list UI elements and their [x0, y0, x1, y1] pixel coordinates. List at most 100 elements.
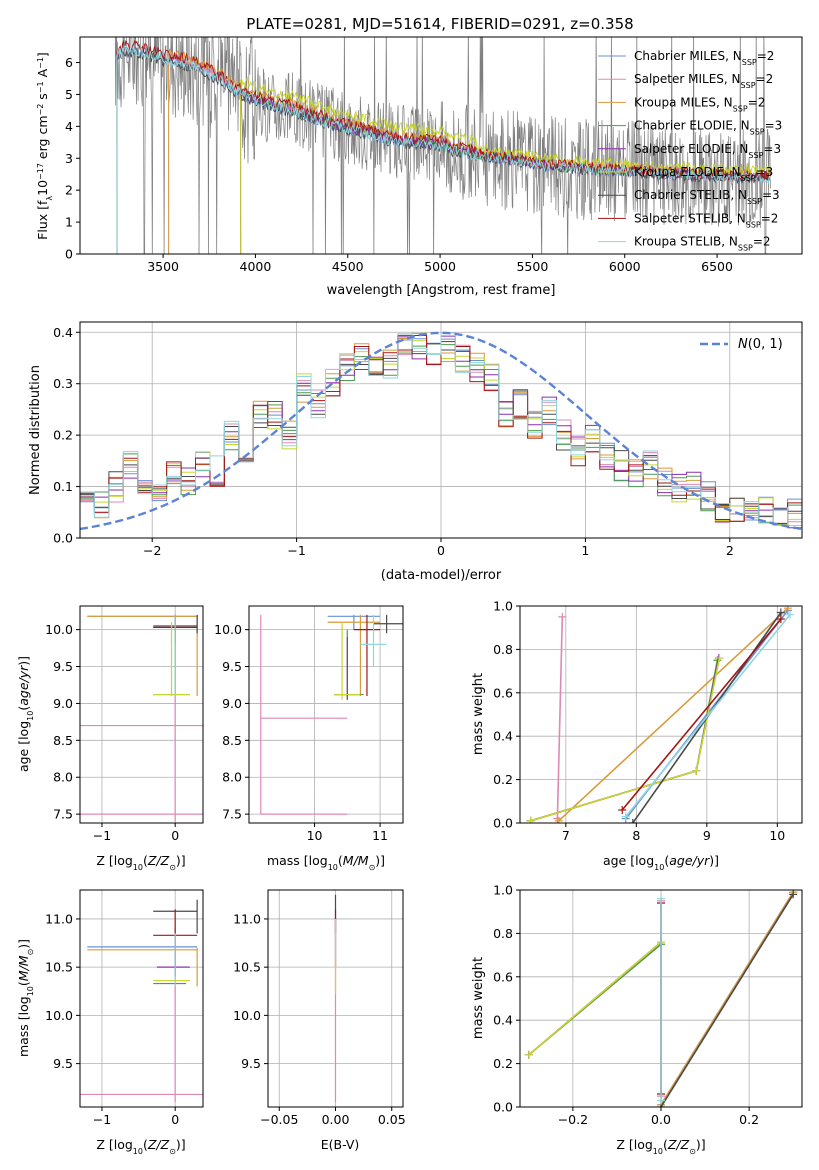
axes-frame [79, 889, 204, 1108]
plot-area [114, 37, 772, 254]
x-tick-label: 2 [726, 543, 734, 558]
gaussian-reference [80, 331, 802, 531]
label-part: ⊙ [169, 1147, 176, 1156]
residual-panel: −2 −1 0 1 2 0.0 0.1 0.2 0.3 0.4 (data-model)/error… [28, 321, 803, 583]
label-part: SSP [733, 104, 748, 113]
x-tick-label: 6500 [701, 259, 733, 274]
y-tick-label: 0.4 [53, 325, 73, 340]
label-part: M/M [16, 955, 31, 981]
mass-weight-age-ylabel: mass weight [471, 673, 486, 755]
label-part: )] [375, 853, 385, 868]
y-tick-label: 6 [65, 55, 73, 70]
mass-weight-marker-kroupa_miles [554, 816, 563, 823]
residual-histogram-kroupa_stelib [80, 332, 802, 538]
y-tick-label: 1 [65, 215, 73, 230]
mass-weight-marker-kroupa_miles [783, 606, 792, 613]
age-ylabel: age [log10(age/yr)] [16, 656, 35, 772]
axes-frame [519, 605, 803, 824]
age-metallicity-panel: −1 07.58.08.59.09.510.0Z [log10(Z/Z⊙)]age… [16, 605, 204, 872]
y-tick-label: 9.5 [241, 1056, 261, 1071]
label-part: Kroupa MILES, N [634, 95, 733, 109]
mass-weight-metallicity-ylabel: mass weight [471, 957, 486, 1039]
label-part: SSP [741, 81, 756, 90]
label-part: Kroupa ELODIE, N [634, 165, 741, 179]
mass-weight-line-kroupa_stelib [625, 614, 791, 818]
x-tick-label: −1 [93, 828, 111, 843]
label-part: 10 [133, 863, 143, 872]
label-part: 10 [654, 863, 664, 872]
plot-area [260, 614, 403, 815]
label-part: )] [176, 853, 186, 868]
label-part: s [35, 93, 50, 104]
mass-weight-line-chabrier_stelib [660, 893, 794, 1107]
label-part: Chabrier STELIB, N [634, 188, 747, 202]
x-tick-label: 8 [632, 828, 640, 843]
label-part: Z [log [616, 1137, 652, 1152]
label-part: )] [176, 1137, 186, 1152]
label-part: SSP [748, 150, 763, 159]
label-part: 10 [653, 1147, 663, 1156]
mass-weight-marker-kroupa_stelib [786, 610, 795, 619]
label-part: Z [log [96, 1137, 132, 1152]
y-tick-label: 3 [65, 151, 73, 166]
mass-weight-marker-kroupa_stelib [657, 1096, 665, 1105]
mass-extinction-panel: −0.05 0.00 0.05 9.5 10.0 10.5 11.0 E(B-V) [233, 889, 406, 1152]
mass-weight-line-kroupa_elodie [528, 941, 662, 1056]
legend-label-chabrier_stelib: Chabrier STELIB, NSSP=3 [634, 188, 780, 206]
label-part: mass [log [267, 853, 328, 868]
label-part: Z/Z [667, 1137, 690, 1152]
label-part: Salpeter STELIB, N [634, 211, 746, 225]
y-tick-label: 10.0 [233, 1008, 261, 1023]
label-part: =3 [763, 142, 781, 156]
mass-weight-marker-salpeter_stelib [618, 805, 627, 814]
x-tick-label: 3500 [147, 259, 179, 274]
age-mass-xlabel: mass [log10(M/M⊙)] [267, 853, 385, 872]
legend-label-salpeter_miles: Salpeter MILES, NSSP=2 [634, 72, 773, 90]
mass-weight-marker-kroupa_stelib [621, 812, 630, 821]
x-tick-label: 0.0 [651, 1112, 671, 1127]
label-part: SSP [741, 174, 756, 183]
x-tick-label: 0.2 [739, 1112, 759, 1127]
legend-label-kroupa_elodie: Kroupa ELODIE, NSSP=3 [634, 165, 773, 183]
mass-metallicity-panel: −1 09.510.010.511.0Z [log10(Z/Z⊙)]mass [l… [16, 889, 204, 1156]
label-part: (0, 1) [748, 337, 783, 352]
mass-weight-marker-kroupa_elodie [715, 654, 724, 663]
y-tick-label: 0.2 [493, 1056, 513, 1071]
mass-weight-line-kroupa_miles [558, 607, 789, 822]
legend-label-kroupa_stelib: Kroupa STELIB, NSSP=2 [634, 235, 771, 253]
label-part: =3 [762, 188, 780, 202]
y-tick-label: 0.8 [493, 926, 513, 941]
x-tick-label: 4000 [240, 259, 272, 274]
y-tick-label: 0.0 [53, 531, 73, 546]
mass-metallicity-xlabel: Z [log10(Z/Z⊙)] [96, 1137, 185, 1156]
label-part: erg cm [35, 116, 50, 164]
x-tick-label: 0.00 [322, 1112, 350, 1127]
label-part: )] [696, 1137, 706, 1152]
axes-frame [79, 36, 803, 255]
spectrum-panel: 3500 4000 4500 5000 5500 6000 6500 0 1 2 3 4 5 6 wavel… [35, 36, 803, 298]
y-tick-label: 8.0 [53, 770, 73, 785]
mass-weight-metallicity-panel: −0.2 0.0 0.2 0.0 0.2 0.4 0.6 0.8 1.0 Z [log10(Z/Z… [471, 883, 803, 1156]
label-part: Salpeter MILES, N [634, 72, 741, 86]
label-part: =3 [765, 119, 783, 133]
y-tick-label: 8.5 [222, 733, 242, 748]
y-tick-label: 1.0 [493, 883, 513, 898]
mass-weight-line-salpeter_stelib [621, 618, 782, 811]
label-part: ( [143, 1137, 148, 1152]
y-tick-label: 0.2 [493, 772, 513, 787]
label-part: λ [45, 196, 54, 201]
y-tick-label: 0.6 [493, 969, 513, 984]
label-part: SSP [742, 58, 757, 67]
x-tick-label: −1 [93, 1112, 111, 1127]
label-part: Z/Z [147, 853, 170, 868]
mass-weight-line-salpeter_miles [556, 616, 564, 819]
plot-area [526, 606, 795, 823]
label-part: age/yr [669, 853, 710, 868]
y-tick-label: 0.1 [53, 479, 73, 494]
label-part: age/yr [16, 665, 31, 706]
label-part: ⊙ [169, 863, 176, 872]
legend-label-chabrier_miles: Chabrier MILES, NSSP=2 [634, 49, 774, 67]
y-tick-label: 11.0 [45, 911, 73, 926]
y-tick-label: 0.4 [493, 1013, 513, 1028]
